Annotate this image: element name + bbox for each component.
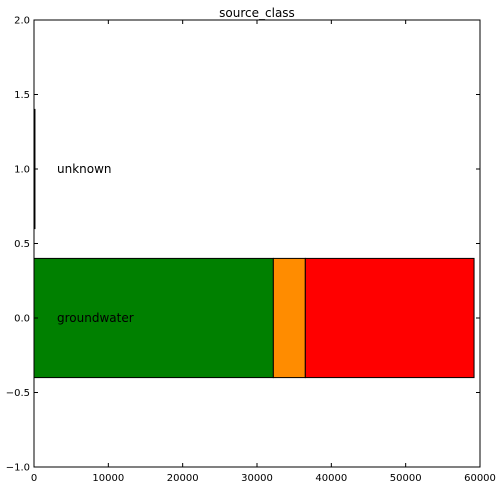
y-tick-label: 2.0 (14, 16, 30, 27)
y-tick-label: 0.5 (14, 239, 30, 250)
bar-groundwater-series-1 (272, 257, 306, 379)
x-axis: 0 10000 20000 30000 40000 50000 60000 (31, 20, 496, 484)
category-label-groundwater: groundwater (57, 311, 134, 325)
x-tick-label: 20000 (167, 473, 199, 484)
x-tick-label: 10000 (92, 473, 124, 484)
category-label-unknown: unknown (57, 162, 112, 176)
bars-group (33, 108, 475, 379)
plot-frame (33, 19, 481, 468)
y-tick-label: 0.0 (14, 314, 30, 325)
chart-title: source_class (219, 6, 295, 20)
x-tick-label: 50000 (390, 473, 422, 484)
x-tick-label: 30000 (241, 473, 273, 484)
x-tick-label: 60000 (464, 473, 496, 484)
y-tick-label: −0.5 (6, 388, 30, 399)
y-tick-label: −1.0 (6, 463, 30, 474)
y-tick-label: 1.5 (14, 90, 30, 101)
y-axis: −1.0 −0.5 0.0 0.5 1.0 1.5 2.0 (6, 16, 480, 474)
bar-groundwater-series-2 (304, 257, 475, 379)
x-tick-label: 40000 (315, 473, 347, 484)
category-labels-group: groundwater unknown (57, 162, 134, 325)
x-tick-label: 0 (31, 473, 37, 484)
y-tick-label: 1.0 (14, 165, 30, 176)
bar-groundwater-series-0 (33, 257, 274, 379)
